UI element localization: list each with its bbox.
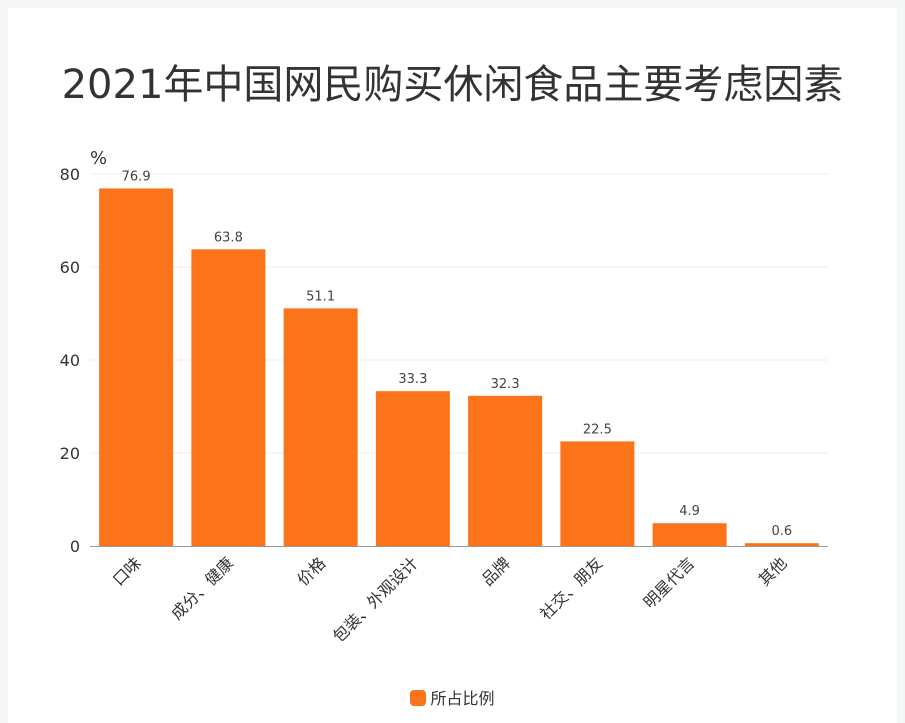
category-label: 成分、健康 bbox=[167, 553, 237, 623]
y-axis-unit-label: % bbox=[90, 148, 107, 169]
data-label: 22.5 bbox=[583, 422, 612, 437]
category-label: 价格 bbox=[293, 553, 329, 589]
bars bbox=[99, 188, 819, 547]
category-labels: 口味 成分、健康 价格 包装、外观设计 品牌 社交、朋友 明星代言 其他 bbox=[109, 553, 791, 646]
y-tick-label: 60 bbox=[60, 258, 80, 277]
bar[interactable] bbox=[468, 395, 543, 546]
chart-title: 2021年中国网民购买休闲食品主要考虑因素 bbox=[61, 62, 844, 108]
data-label: 0.6 bbox=[772, 524, 793, 539]
bar[interactable] bbox=[99, 188, 174, 547]
data-labels: 76.9 63.8 51.1 33.3 32.3 22.5 4.9 0.6 bbox=[122, 169, 793, 539]
y-axis-ticks: 0 20 40 60 80 bbox=[60, 165, 80, 556]
bar[interactable] bbox=[375, 391, 450, 546]
data-label: 4.9 bbox=[679, 504, 700, 519]
data-label: 51.1 bbox=[306, 289, 335, 304]
category-label: 明星代言 bbox=[640, 553, 699, 612]
bar[interactable] bbox=[283, 308, 358, 546]
y-tick-label: 80 bbox=[60, 165, 80, 184]
y-tick-label: 0 bbox=[70, 537, 80, 556]
bar[interactable] bbox=[652, 523, 727, 546]
legend-label: 所占比例 bbox=[430, 689, 495, 708]
bar[interactable] bbox=[744, 543, 819, 546]
category-label: 口味 bbox=[109, 553, 145, 589]
y-tick-label: 20 bbox=[60, 444, 80, 463]
legend-swatch bbox=[410, 690, 427, 706]
category-label: 社交、朋友 bbox=[536, 553, 606, 623]
data-label: 33.3 bbox=[398, 372, 427, 387]
data-label: 32.3 bbox=[491, 377, 520, 392]
bar[interactable] bbox=[560, 441, 635, 546]
legend[interactable]: 所占比例 bbox=[0, 685, 905, 709]
data-label: 76.9 bbox=[122, 169, 151, 184]
bar[interactable] bbox=[191, 249, 266, 546]
category-label: 包装、外观设计 bbox=[329, 553, 422, 646]
data-label: 63.8 bbox=[214, 230, 243, 245]
category-label: 品牌 bbox=[478, 553, 514, 589]
category-label: 其他 bbox=[755, 553, 791, 589]
y-tick-label: 40 bbox=[60, 351, 80, 370]
